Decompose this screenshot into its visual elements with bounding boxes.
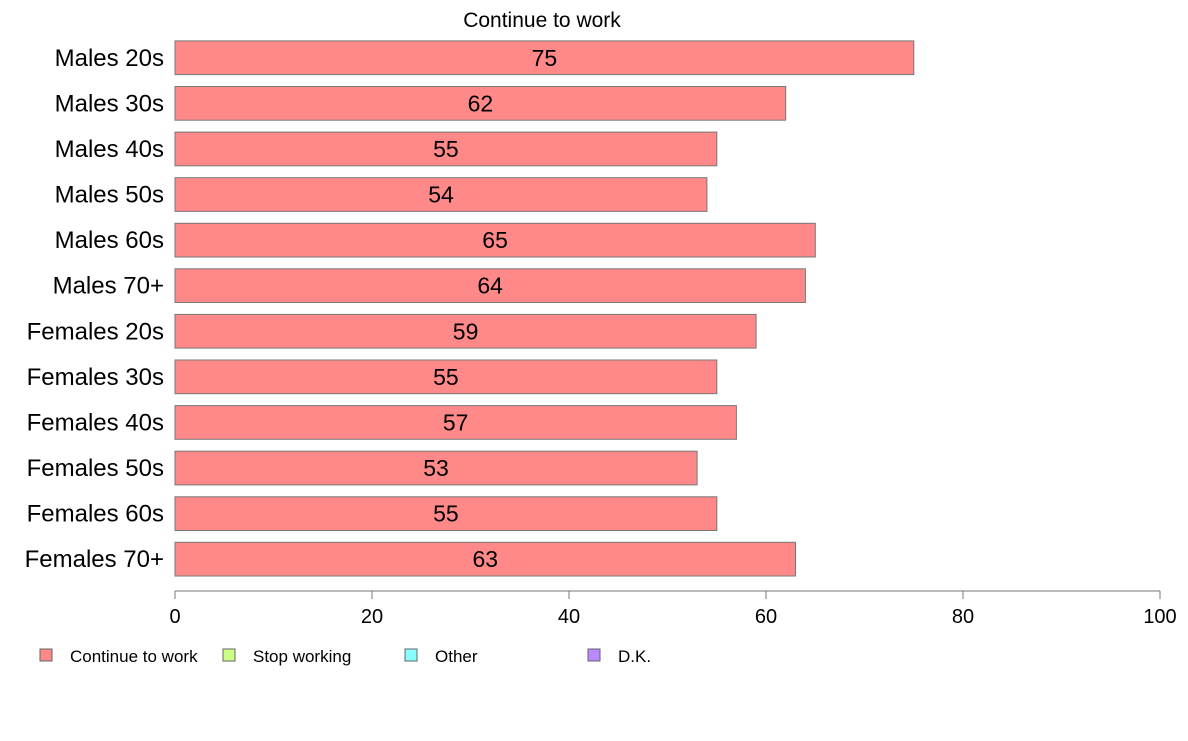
category-label: Females 50s bbox=[27, 455, 164, 482]
x-tick-label: 80 bbox=[952, 606, 974, 628]
bar bbox=[174, 268, 806, 303]
category-label: Males 50s bbox=[55, 182, 164, 209]
category-label: Females 70+ bbox=[25, 546, 164, 573]
bar bbox=[174, 86, 787, 121]
bar-value-label: 65 bbox=[482, 227, 508, 253]
x-tick-label: 20 bbox=[361, 606, 383, 628]
legend-label: Stop working bbox=[253, 647, 351, 666]
category-label: Males 60s bbox=[55, 227, 164, 254]
bar-value-label: 59 bbox=[453, 318, 479, 344]
bar bbox=[174, 496, 718, 531]
bar bbox=[174, 177, 708, 212]
bar bbox=[174, 131, 718, 167]
legend-label: Other bbox=[435, 647, 478, 666]
category-label: Females 30s bbox=[27, 364, 164, 391]
category-label: Females 40s bbox=[27, 410, 164, 437]
bar-value-label: 75 bbox=[532, 45, 558, 71]
bar-value-label: 64 bbox=[477, 273, 503, 299]
legend-swatch bbox=[404, 648, 418, 662]
bar bbox=[174, 405, 737, 440]
category-label: Males 30s bbox=[55, 90, 164, 117]
bar-value-label: 57 bbox=[443, 410, 469, 436]
bar-value-label: 62 bbox=[468, 90, 494, 116]
x-tick-label: 60 bbox=[755, 606, 777, 628]
bar-value-label: 55 bbox=[433, 136, 459, 162]
legend-swatch bbox=[587, 648, 601, 662]
category-label: Males 20s bbox=[55, 45, 164, 72]
bar bbox=[174, 541, 796, 577]
bar-value-label: 55 bbox=[433, 364, 459, 390]
bar bbox=[174, 40, 915, 76]
bar bbox=[174, 222, 816, 258]
category-label: Males 40s bbox=[55, 136, 164, 163]
bar bbox=[174, 359, 718, 395]
x-tick-label: 40 bbox=[558, 606, 580, 628]
bar bbox=[174, 450, 698, 486]
bar bbox=[174, 313, 757, 349]
bar-value-label: 54 bbox=[428, 182, 454, 208]
chart-title: Continue to work bbox=[463, 9, 621, 32]
category-label: Females 20s bbox=[27, 318, 164, 345]
bar-value-label: 55 bbox=[433, 501, 459, 527]
legend-label: Continue to work bbox=[70, 647, 198, 666]
category-label: Males 70+ bbox=[53, 273, 164, 300]
legend-swatch bbox=[222, 648, 236, 662]
bar-value-label: 53 bbox=[423, 455, 449, 481]
x-tick-label: 100 bbox=[1143, 606, 1176, 628]
legend-swatch bbox=[39, 648, 53, 662]
bar-value-label: 63 bbox=[473, 546, 499, 572]
legend-label: D.K. bbox=[618, 647, 651, 666]
category-label: Females 60s bbox=[27, 501, 164, 528]
x-tick-label: 0 bbox=[169, 606, 180, 628]
